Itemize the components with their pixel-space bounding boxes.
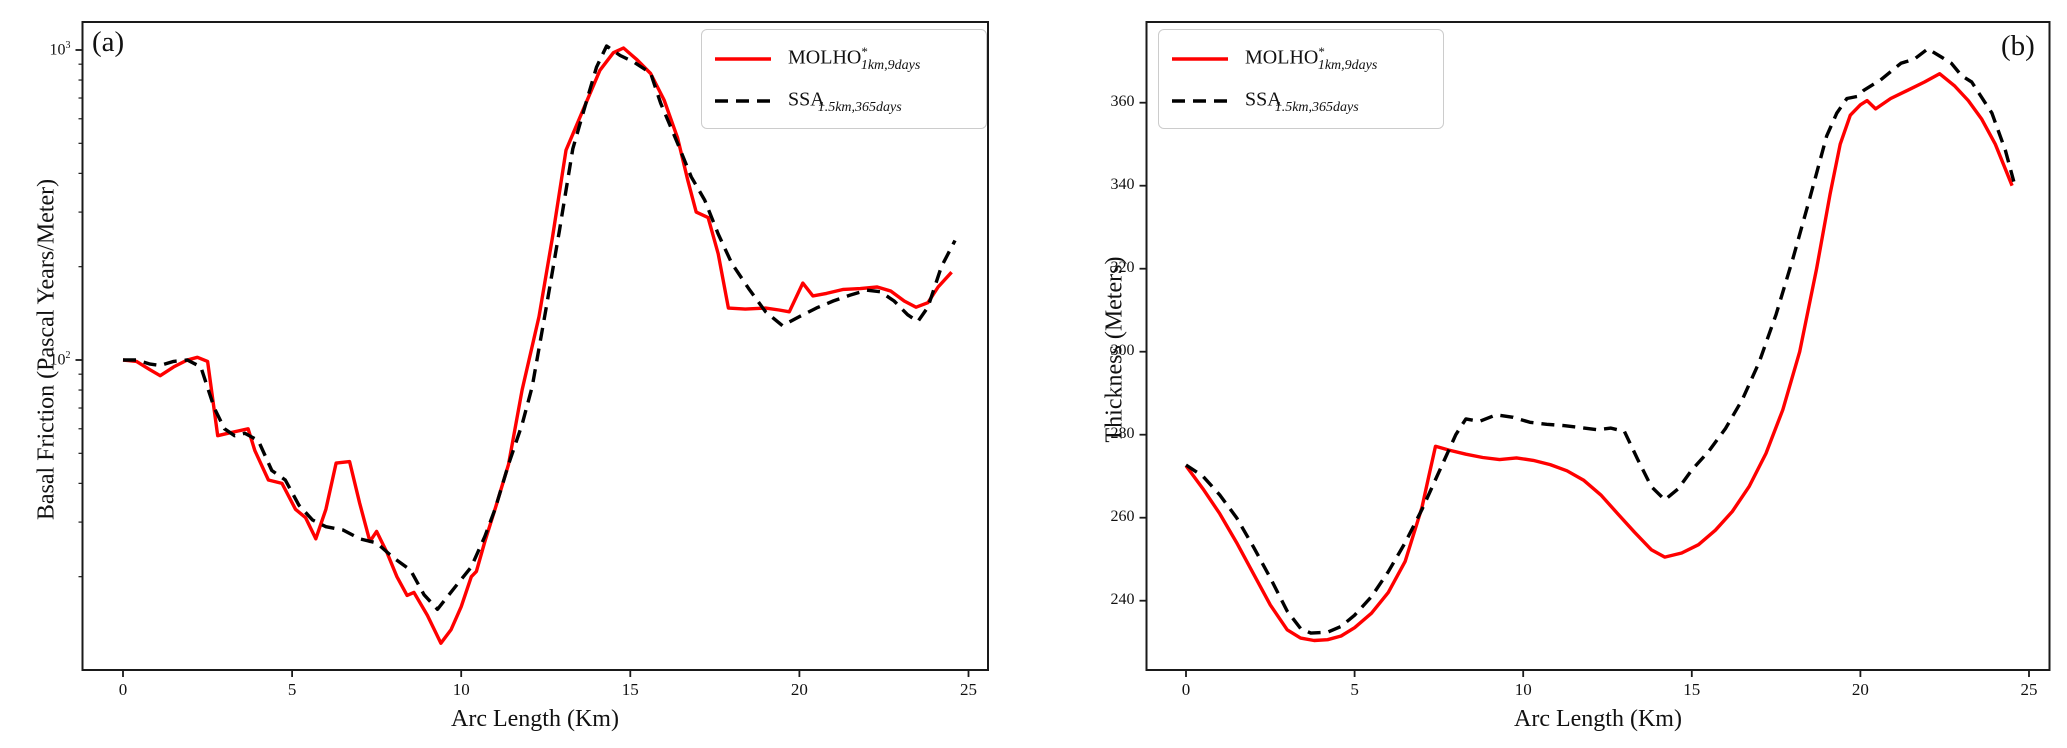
x-tick-label: 25 [2020, 680, 2038, 699]
series-line-ssa [1185, 47, 2016, 635]
x-tick-label: 20 [1851, 680, 1869, 699]
y-tick-label: 280 [1110, 424, 1135, 442]
y-tick-label: 260 [1110, 507, 1135, 525]
x-tick-label: 0 [1181, 680, 1191, 699]
legend-label-ssa: SSA1.5km,365days [1245, 88, 1359, 115]
x-tick-label: 0 [118, 680, 128, 699]
legend-entry-ssa: SSA1.5km,365days [1171, 80, 1433, 122]
legend-label-molho: MOLHO*1km,9days [1245, 44, 1378, 73]
x-tick-label: 5 [1350, 680, 1359, 699]
y-tick-label: 102 [49, 350, 71, 369]
panel-b-tag: (b) [2001, 30, 2035, 62]
molho-line-sample-icon [1172, 57, 1228, 61]
panel-a-xaxis-label: Arc Length (Km) [451, 706, 619, 732]
legend-entry-molho: MOLHO*1km,9days [1171, 38, 1433, 80]
x-tick-label: 10 [452, 680, 470, 699]
y-tick-label: 320 [1110, 258, 1135, 276]
x-tick-label: 15 [1683, 680, 1701, 699]
y-tick-label: 360 [1110, 92, 1135, 110]
ssa-dashed-line-sample-icon [715, 99, 771, 103]
panel-b-legend: MOLHO*1km,9days SSA1.5km,365days [1158, 29, 1444, 129]
x-tick-label: 5 [287, 680, 297, 699]
y-tick-label: 300 [1110, 341, 1135, 359]
x-tick-label: 15 [621, 680, 639, 699]
axes-frame [81, 21, 989, 671]
panel-a-legend: MOLHO*1km,9days SSA1.5km,365days [701, 29, 987, 129]
series-line-molho [122, 46, 953, 645]
molho-line-sample-icon [715, 57, 771, 61]
panel-b-xaxis-label: Arc Length (Km) [1514, 706, 1682, 732]
y-tick-label: 103 [49, 40, 71, 59]
x-tick-label: 25 [960, 680, 977, 699]
legend-label-molho: MOLHO*1km,9days [788, 44, 921, 73]
ssa-dashed-line-sample-icon [1172, 99, 1228, 103]
series-line-ssa [123, 44, 957, 611]
y-tick-label: 340 [1110, 175, 1135, 193]
legend-entry-molho: MOLHO*1km,9days [714, 38, 976, 80]
series-line-molho [1184, 71, 2014, 643]
panel-a-tag: (a) [92, 26, 125, 58]
legend-label-ssa: SSA1.5km,365days [788, 88, 902, 115]
axes-frame [1145, 21, 2051, 671]
x-tick-label: 10 [1514, 680, 1532, 699]
x-tick-label: 20 [790, 680, 808, 699]
y-tick-label: 240 [1110, 590, 1135, 608]
legend-entry-ssa: SSA1.5km,365days [714, 80, 976, 122]
